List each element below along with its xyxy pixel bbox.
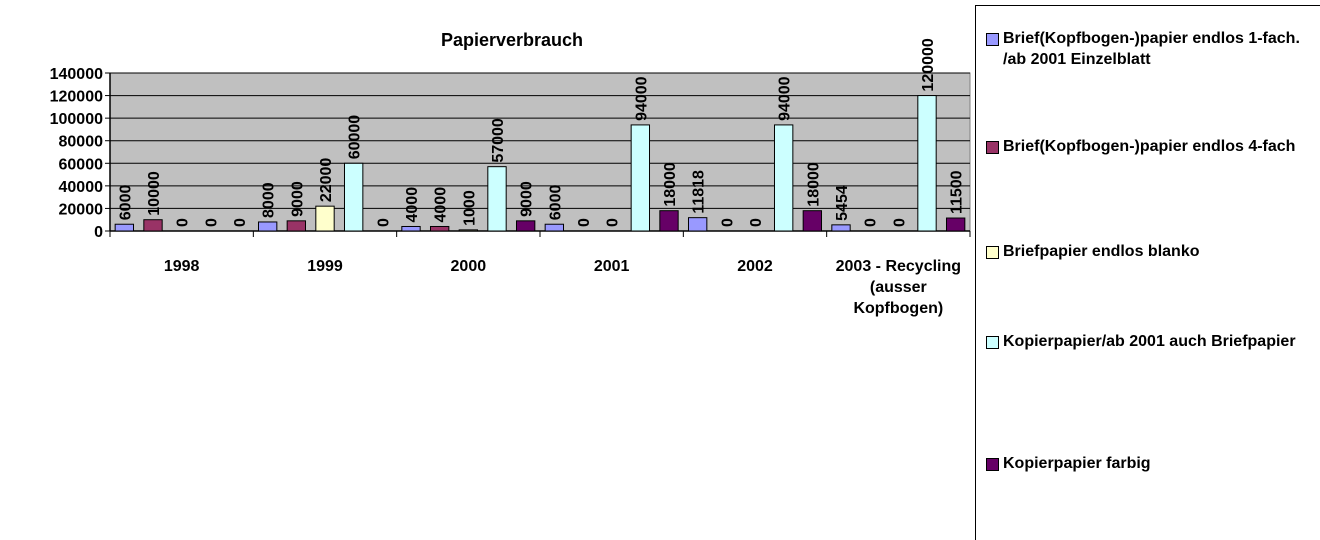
- bar: [802, 210, 823, 232]
- y-tick-label: 0: [94, 224, 103, 241]
- bar: [429, 225, 450, 232]
- y-tick-label: 80000: [59, 134, 104, 151]
- data-label: 0: [576, 218, 593, 227]
- chart-title: Papierverbrauch: [441, 30, 583, 50]
- bar: [487, 166, 507, 232]
- data-label: 5454: [834, 185, 851, 221]
- bar: [630, 124, 651, 232]
- bar: [257, 221, 278, 232]
- data-label: 6000: [547, 185, 564, 221]
- plot-area: [109, 72, 971, 232]
- bar: [831, 224, 851, 232]
- chart: Papierverbrauch 020000400006000080000100…: [50, 30, 971, 241]
- data-label: 0: [375, 218, 392, 227]
- data-label: 94000: [633, 76, 650, 121]
- data-label: 18000: [805, 162, 822, 207]
- legend-label: Brief(Kopfbogen-)papier endlos 1-fach. /…: [1003, 30, 1300, 68]
- data-label: 120000: [920, 38, 937, 91]
- data-label: 6000: [117, 185, 134, 221]
- legend: Brief(Kopfbogen-)papier endlos 1-fach. /…: [975, 5, 1320, 540]
- data-label: 0: [605, 218, 622, 227]
- y-tick-label: 40000: [59, 179, 104, 196]
- data-label: 9000: [289, 181, 306, 217]
- data-label: 10000: [146, 171, 163, 216]
- bar: [286, 220, 307, 232]
- legend-label: Briefpapier endlos blanko: [1003, 243, 1200, 260]
- data-label: 60000: [347, 115, 364, 160]
- legend-swatch: [986, 33, 999, 46]
- bar: [945, 217, 966, 232]
- data-label: 57000: [490, 118, 507, 163]
- legend-swatch: [986, 458, 999, 471]
- data-label: 0: [891, 218, 908, 227]
- legend-entry: Brief(Kopfbogen-)papier endlos 1-fach. /…: [986, 28, 1320, 70]
- bar: [143, 219, 163, 232]
- legend-label: Brief(Kopfbogen-)papier endlos 4-fach: [1003, 138, 1296, 155]
- y-tick-label: 100000: [50, 111, 103, 128]
- data-label: 1000: [461, 190, 478, 226]
- legend-swatch: [986, 336, 999, 349]
- data-label: 4000: [404, 187, 421, 223]
- y-tick-label: 20000: [59, 201, 104, 218]
- legend-entry: Briefpapier endlos blanko: [986, 241, 1320, 262]
- y-tick-label: 120000: [50, 89, 103, 106]
- bar: [917, 95, 937, 232]
- x-tick-label: 2003 - Recycling (ausser Kopfbogen): [835, 258, 962, 317]
- bar: [114, 223, 135, 232]
- data-label: 22000: [318, 158, 335, 203]
- legend-label: Kopierpapier farbig: [1003, 455, 1151, 472]
- data-label: 18000: [662, 162, 679, 207]
- bar: [401, 225, 421, 232]
- bar: [315, 205, 335, 232]
- x-tick-label: 1998: [163, 258, 200, 275]
- legend-entry: Kopierpapier/ab 2001 auch Briefpapier: [986, 331, 1320, 352]
- data-label: 0: [203, 218, 220, 227]
- data-label: 0: [719, 218, 736, 227]
- bar: [515, 220, 536, 232]
- data-label: 4000: [433, 187, 450, 223]
- data-label: 0: [232, 218, 249, 227]
- legend-entry: Brief(Kopfbogen-)papier endlos 4-fach: [986, 136, 1320, 157]
- bar: [343, 162, 364, 232]
- bar: [659, 210, 679, 232]
- x-tick-label: 2000: [450, 258, 487, 275]
- legend-swatch: [986, 246, 999, 259]
- data-label: 0: [863, 218, 880, 227]
- y-tick-label: 60000: [59, 156, 104, 173]
- data-label: 9000: [519, 181, 536, 217]
- data-label: 0: [175, 218, 192, 227]
- data-label: 8000: [261, 182, 278, 218]
- data-label: 11818: [691, 170, 708, 214]
- x-tick-label: 1999: [307, 258, 343, 275]
- x-tick-label: 2001: [593, 258, 630, 275]
- x-tick-label: 2002: [737, 258, 773, 275]
- legend-label: Kopierpapier/ab 2001 auch Briefpapier: [1003, 333, 1296, 350]
- legend-entry: Kopierpapier farbig: [986, 453, 1320, 474]
- bar: [458, 229, 479, 232]
- bar: [773, 124, 794, 232]
- data-label: 11500: [949, 170, 966, 214]
- legend-swatch: [986, 141, 999, 154]
- data-label: 0: [748, 218, 765, 227]
- bar: [687, 217, 708, 232]
- bar: [544, 223, 565, 232]
- data-label: 94000: [777, 76, 794, 121]
- y-tick-label: 140000: [50, 66, 103, 83]
